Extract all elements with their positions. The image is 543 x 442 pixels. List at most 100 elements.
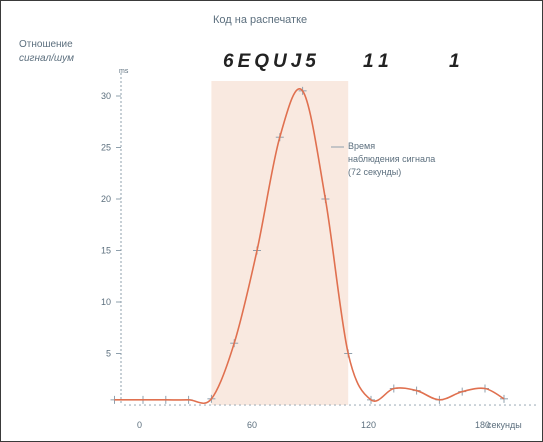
y-tick-label: 10 <box>101 297 111 307</box>
x-ticks: 0 60 120 180 <box>137 420 490 430</box>
baseline-dot <box>214 404 216 406</box>
baseline-dot <box>299 404 301 406</box>
baseline-dot <box>134 404 136 406</box>
baseline-dot <box>419 404 421 406</box>
baseline-dot <box>304 404 306 406</box>
baseline-dot <box>319 404 321 406</box>
baseline-dot <box>384 404 386 406</box>
baseline-dot <box>509 404 511 406</box>
baseline-dot <box>439 404 441 406</box>
baseline-dot <box>339 404 341 406</box>
x-tick-label: 120 <box>361 420 376 430</box>
baseline-dot <box>524 404 526 406</box>
baseline-dot <box>409 404 411 406</box>
baseline-dot <box>369 404 371 406</box>
baseline-dot <box>444 404 446 406</box>
baseline-dot <box>489 404 491 406</box>
baseline-dot <box>204 404 206 406</box>
baseline-dot <box>429 404 431 406</box>
baseline-dot <box>279 404 281 406</box>
baseline-dot <box>209 404 211 406</box>
baseline-dot <box>359 404 361 406</box>
baseline-dot <box>154 404 156 406</box>
baseline-dot <box>529 404 531 406</box>
baseline-dot <box>469 404 471 406</box>
baseline-dot <box>334 404 336 406</box>
baseline-dot <box>434 404 436 406</box>
x-axis-label: секунды <box>487 420 522 430</box>
baseline-dot <box>194 404 196 406</box>
baseline-dot <box>349 404 351 406</box>
baseline-dot <box>289 404 291 406</box>
baseline-dot <box>494 404 496 406</box>
x-tick-label: 60 <box>247 420 257 430</box>
baseline-dot <box>294 404 296 406</box>
baseline-dot <box>144 404 146 406</box>
y-tick-label: 15 <box>101 246 111 256</box>
baseline-dot <box>519 404 521 406</box>
baseline-dot <box>499 404 501 406</box>
baseline-dot <box>184 404 186 406</box>
observation-window-band <box>211 81 349 405</box>
series-line <box>114 88 505 405</box>
annotation-line-1: Время <box>348 141 375 151</box>
baseline-dot <box>274 404 276 406</box>
baseline-dot <box>484 404 486 406</box>
baseline-dot <box>459 404 461 406</box>
baseline-dot <box>269 404 271 406</box>
baseline-dot <box>389 404 391 406</box>
baseline-dot <box>234 404 236 406</box>
baseline-dot <box>159 404 161 406</box>
baseline-dot <box>474 404 476 406</box>
baseline-dot <box>454 404 456 406</box>
baseline-dot <box>344 404 346 406</box>
baseline-dot <box>379 404 381 406</box>
baseline-dot <box>314 404 316 406</box>
baseline-dot <box>244 404 246 406</box>
y-axis-label-line-2: сигнал/шум <box>19 53 74 64</box>
baseline-dot <box>414 404 416 406</box>
baseline-dot <box>254 404 256 406</box>
baseline-dot <box>514 404 516 406</box>
baseline-dot <box>259 404 261 406</box>
baseline-dot <box>479 404 481 406</box>
y-tick-label: 5 <box>106 349 111 359</box>
baseline-dot <box>149 404 151 406</box>
baseline-dot <box>139 404 141 406</box>
baseline-dot <box>189 404 191 406</box>
code-group-1: 6EQUJ5 <box>223 51 320 72</box>
baseline-dot <box>239 404 241 406</box>
baseline-dots <box>124 404 536 406</box>
baseline-dot <box>404 404 406 406</box>
baseline-dot <box>329 404 331 406</box>
baseline-dot <box>124 404 126 406</box>
baseline-dot <box>199 404 201 406</box>
baseline-dot <box>324 404 326 406</box>
baseline-dot <box>284 404 286 406</box>
baseline-dot <box>424 404 426 406</box>
baseline-dot <box>229 404 231 406</box>
y-axis-label-line-1: Отношение <box>19 39 73 50</box>
baseline-dot <box>399 404 401 406</box>
x-tick-label: 0 <box>137 420 142 430</box>
baseline-dot <box>164 404 166 406</box>
baseline-dot <box>534 404 536 406</box>
baseline-dot <box>264 404 266 406</box>
code-group-3: 1 <box>449 51 460 72</box>
y-ticks: 5 10 15 20 25 30 <box>101 91 121 359</box>
code-group-2: 11 <box>363 51 395 72</box>
baseline-dot <box>364 404 366 406</box>
baseline-dot <box>249 404 251 406</box>
baseline-dot <box>374 404 376 406</box>
baseline-dot <box>219 404 221 406</box>
y-tick-label: 25 <box>101 143 111 153</box>
baseline-dot <box>309 404 311 406</box>
y-tick-label: 20 <box>101 194 111 204</box>
y-tick-label: 30 <box>101 91 111 101</box>
baseline-dot <box>224 404 226 406</box>
y-unit-label: ms <box>119 68 129 75</box>
baseline-dot <box>169 404 171 406</box>
annotation-line-2: наблюдения сигнала <box>348 154 435 164</box>
